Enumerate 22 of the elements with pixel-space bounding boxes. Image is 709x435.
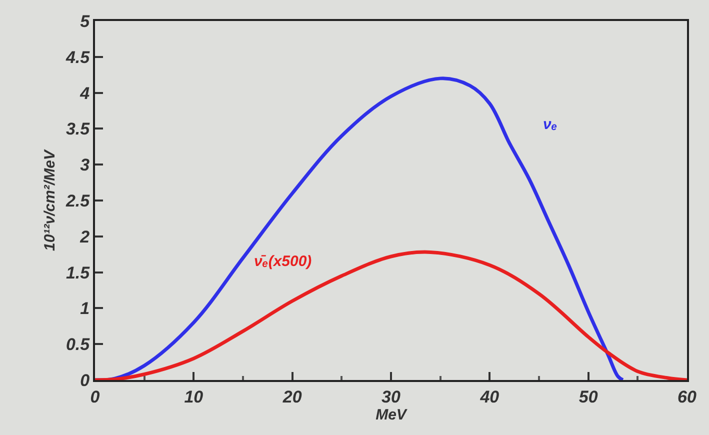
x-tick-label: 30 [382,387,401,406]
x-tick-label: 10 [184,387,204,406]
y-tick-label: 0 [80,370,90,390]
y-tick-label: 4.5 [64,48,90,67]
y-tick-label: 2.5 [64,191,90,210]
x-tick-label: 60 [678,387,697,406]
x-axis-title: MeV [376,406,408,424]
y-tick-label: 5 [80,12,90,31]
line-series [95,250,687,380]
x-tick-label: 50 [578,387,598,406]
x-tick-label: 40 [479,387,500,406]
y-axis-title: 10¹²ν/cm²/MeV [42,148,59,251]
x-tick-label: 20 [282,387,302,406]
y-tick-label: 1.5 [66,263,90,282]
y-tick-label: 3.5 [66,120,90,139]
text: νₑ [543,116,558,133]
series-label: ν̄ₑ(x500) [254,253,312,270]
y-tick-label: 4 [79,84,90,103]
y-tick-label: 2 [79,227,90,246]
y-tick-label: 1 [80,299,90,318]
y-tick-label: 3 [80,156,90,175]
y-tick-label: 0.5 [66,335,90,354]
